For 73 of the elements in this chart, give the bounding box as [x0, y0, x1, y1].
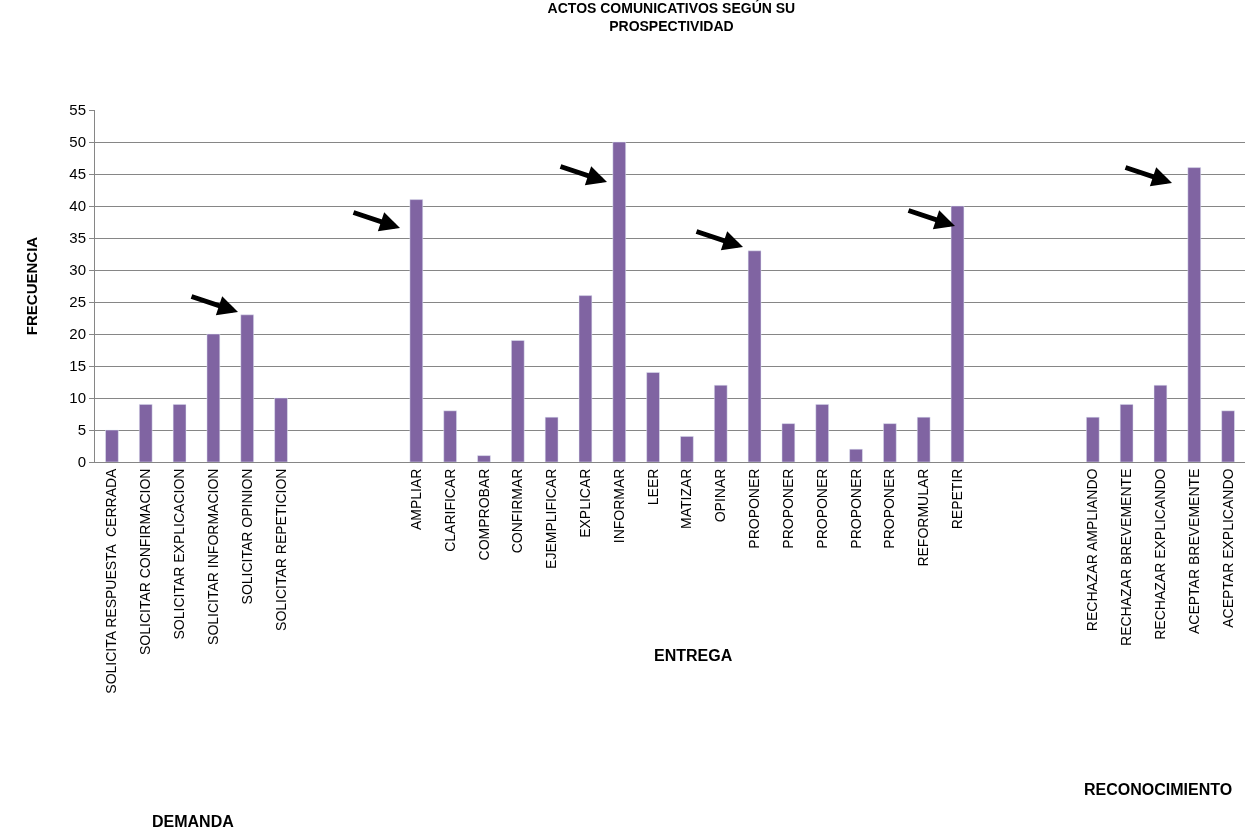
x-tick-label: CLARIFICAR — [441, 468, 458, 552]
x-tick-label: INFORMAR — [610, 468, 627, 544]
bar — [849, 448, 863, 462]
x-tick-label: AMPLIAR — [407, 468, 424, 531]
y-tick-label: 35 — [69, 229, 86, 247]
chart-title: ACTOS COMUNICATIVOS SEGÚN SU PROSPECTIVIDAD — [547, 0, 796, 34]
bar — [511, 340, 525, 462]
x-tick-label: LEER — [644, 468, 661, 506]
bar — [612, 141, 626, 462]
x-tick-label: RECHAZAR AMPLIANDO — [1084, 468, 1101, 632]
bar — [578, 295, 593, 462]
x-tick-label: SOLICITA RESPUESTA CERRADA — [103, 467, 120, 694]
text: DEMANDA — [152, 813, 235, 830]
bar — [1187, 167, 1201, 462]
x-tick-label: REPETIR — [949, 468, 966, 530]
x-tick-label: ACEPTAR EXPLICANDO — [1219, 468, 1236, 628]
x-tick-label: SOLICITAR REPETICION — [272, 468, 289, 631]
y-tick-label: 0 — [77, 453, 86, 471]
x-tick-label: EXPLICAR — [576, 468, 593, 538]
bar — [274, 397, 288, 462]
x-tick-label: PROPONER — [746, 468, 763, 549]
y-tick-label: 25 — [69, 293, 86, 311]
y-tick-label: 55 — [69, 101, 86, 119]
y-tick-label: 20 — [69, 325, 86, 343]
bar — [105, 429, 119, 462]
y-axis-title: FRECUENCIA — [22, 236, 40, 336]
bar — [139, 404, 153, 462]
y-tick-label: 45 — [69, 165, 86, 183]
y-tick-label: 10 — [69, 389, 86, 407]
x-tick-label: RECHAZAR BREVEMENTE — [1118, 468, 1135, 646]
bar — [680, 436, 694, 462]
bar — [172, 404, 187, 462]
bar — [1221, 410, 1235, 462]
x-tick-label: SOLICITAR OPINION — [238, 468, 255, 605]
bar — [477, 455, 491, 462]
x-tick-label: CONFIRMAR — [509, 468, 526, 554]
x-tick-label: PROPONER — [813, 468, 830, 549]
bar — [1086, 416, 1100, 462]
x-tick-label: PROPONER — [847, 468, 864, 549]
x-tick-label: PROPONER — [779, 468, 796, 549]
bar — [544, 416, 559, 462]
bar — [781, 423, 796, 462]
bar — [1153, 384, 1168, 462]
x-tick-label: EJEMPLIFICAR — [543, 468, 560, 569]
y-tick-label: 15 — [69, 357, 86, 375]
y-tick-label: 40 — [69, 197, 86, 215]
x-tick-label: PROPONER — [881, 468, 898, 549]
bar — [917, 416, 931, 462]
y-tick-label: 30 — [69, 261, 86, 279]
bar — [1119, 404, 1134, 462]
bar — [240, 314, 254, 462]
bar — [747, 250, 762, 462]
bar — [950, 205, 965, 462]
y-tick-label: 50 — [69, 133, 86, 151]
bar — [443, 410, 457, 462]
x-tick-label: MATIZAR — [678, 468, 695, 530]
text: ENTREGA — [654, 647, 733, 664]
x-tick-label: ACEPTAR BREVEMENTE — [1185, 468, 1202, 635]
x-tick-label: SOLICITAR INFORMACION — [204, 468, 221, 645]
x-tick-label: REFORMULAR — [915, 468, 932, 567]
bar — [815, 404, 829, 462]
x-tick-label: RECHAZAR EXPLICANDO — [1151, 468, 1168, 640]
bar — [646, 372, 660, 462]
bar — [206, 333, 221, 462]
x-tick-label: SOLICITAR CONFIRMACION — [137, 468, 154, 656]
bar — [409, 199, 423, 462]
y-tick-label: 5 — [77, 421, 86, 439]
x-tick-label: OPINAR — [712, 468, 729, 523]
bar — [714, 384, 728, 462]
bar — [883, 423, 897, 462]
x-tick-label: SOLICITAR EXPLICACION — [171, 468, 188, 640]
text: RECONOCIMIENTO — [1084, 781, 1233, 798]
x-tick-label: COMPROBAR — [475, 468, 492, 561]
